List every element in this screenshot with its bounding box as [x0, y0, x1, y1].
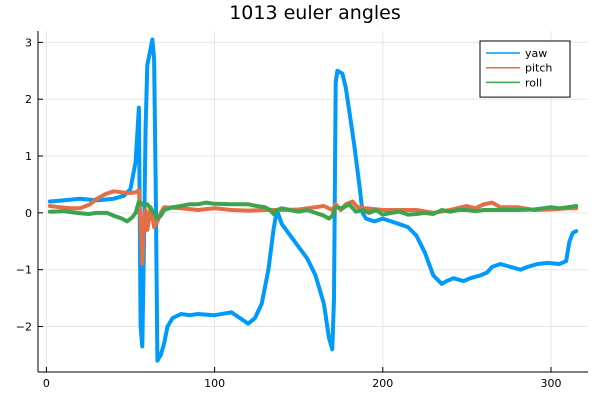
- x-axis-ticks: 0 100 200 300: [43, 367, 561, 390]
- legend-label-yaw: yaw: [525, 47, 547, 60]
- x-tick-label: 100: [204, 377, 225, 390]
- chart-title: 1013 euler angles: [229, 2, 401, 24]
- y-tick-label: 3: [25, 36, 32, 49]
- series-line-roll: [47, 199, 579, 224]
- axes: [37, 31, 588, 373]
- legend-box: [479, 40, 571, 98]
- legend-label-pitch: pitch: [525, 62, 552, 75]
- y-axis-ticks: −2 −1 0 1 2 3: [16, 36, 43, 334]
- y-tick-label: −1: [16, 264, 32, 277]
- x-tick-label: 300: [540, 377, 561, 390]
- series-line-pitch: [47, 188, 579, 266]
- y-tick-label: 1: [25, 150, 32, 163]
- x-tick-label: 0: [43, 377, 50, 390]
- x-tick-label: 200: [372, 377, 393, 390]
- series-line-yaw: [47, 37, 579, 363]
- y-tick-label: 2: [25, 93, 32, 106]
- y-tick-label: 0: [25, 207, 32, 220]
- y-tick-label: −2: [16, 321, 32, 334]
- series-lines: [47, 37, 579, 363]
- legend-label-roll: roll: [525, 76, 542, 89]
